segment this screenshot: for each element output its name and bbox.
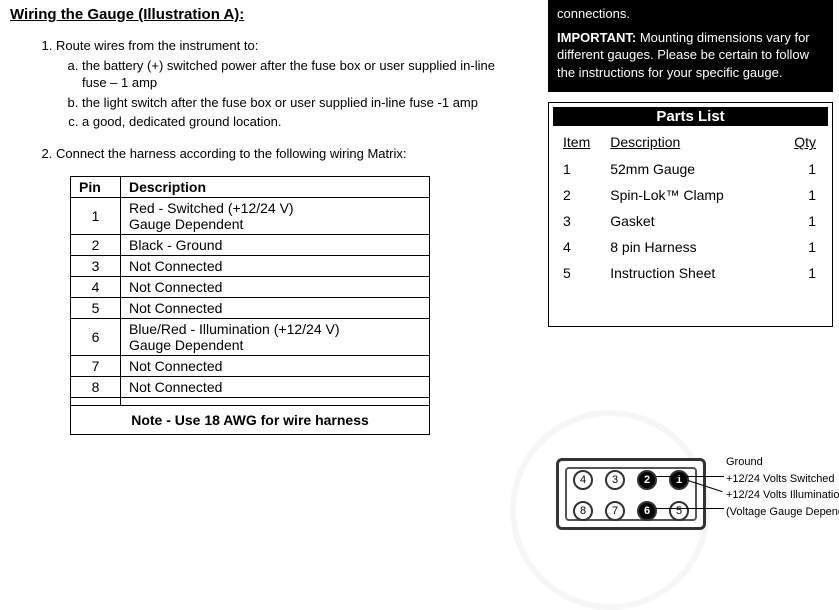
table-row: 1Red - Switched (+12/24 V) Gauge Depende… [71,198,430,235]
table-row: 7Not Connected [71,356,430,377]
table-row: 6Blue/Red - Illumination (+12/24 V) Gaug… [71,319,430,356]
table-row: 3Not Connected [71,256,430,277]
step-1: Route wires from the instrument to: the … [56,37,520,131]
pin-4: 4 [573,470,593,490]
important-box: connections. IMPORTANT: Mounting dimensi… [548,0,833,92]
table-row: 152mm Gauge1 [549,156,832,182]
label-switched: +12/24 Volts Switched [726,471,839,488]
connector-labels: Ground +12/24 Volts Switched +12/24 Volt… [726,454,839,520]
pin-7: 7 [605,501,625,521]
pin-6: 6 [637,501,657,521]
pin-header-pin: Pin [71,177,121,198]
pin-1: 1 [669,470,689,490]
pin-8: 8 [573,501,593,521]
parts-table: Item Description Qty 152mm Gauge1 2Spin-… [549,132,832,286]
step-1-text: Route wires from the instrument to: [56,38,258,53]
label-dependent: (Voltage Gauge Dependent) [726,504,839,521]
parts-list-box: Parts List Item Description Qty 152mm Ga… [548,102,833,327]
step-1b: the light switch after the fuse box or u… [82,94,520,112]
table-row: 5Not Connected [71,298,430,319]
table-row: 5Instruction Sheet1 [549,260,832,286]
step-1a: the battery (+) switched power after the… [82,57,520,92]
parts-header-desc: Description [600,132,771,156]
table-row: 8Not Connected [71,377,430,398]
pin-header-desc: Description [121,177,430,198]
table-row: 3Gasket1 [549,208,832,234]
parts-header-item: Item [549,132,600,156]
table-row: 2Black - Ground [71,235,430,256]
label-illumination: +12/24 Volts Illumination [726,487,839,504]
pin-3: 3 [605,470,625,490]
table-row: 48 pin Harness1 [549,234,832,260]
pin-table: Pin Description 1Red - Switched (+12/24 … [70,176,430,435]
label-ground: Ground [726,454,839,471]
step-1c: a good, dedicated ground location. [82,113,520,131]
parts-list-title: Parts List [553,107,828,126]
important-label: IMPORTANT: [557,30,636,45]
table-row: 4Not Connected [71,277,430,298]
table-row: 2Spin-Lok™ Clamp1 [549,182,832,208]
parts-header-qty: Qty [771,132,832,156]
pin-5: 5 [669,501,689,521]
connector-diagram: 4 3 2 1 8 7 6 5 Ground +12/24 Volts Swit… [540,440,839,550]
step-2: Connect the harness according to the fol… [56,145,520,163]
pin-2: 2 [637,470,657,490]
important-fragment: connections. [557,5,824,23]
connector-body: 4 3 2 1 8 7 6 5 [556,458,706,530]
section-title: Wiring the Gauge (Illustration A): [10,6,520,23]
pin-table-note: Note - Use 18 AWG for wire harness [71,406,430,435]
